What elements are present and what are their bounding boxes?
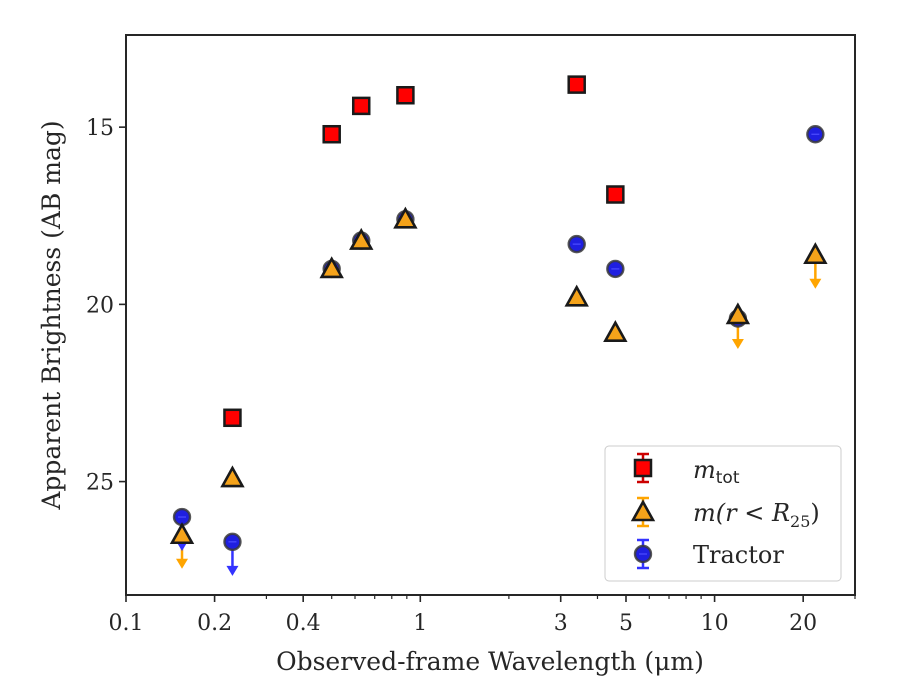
- y-axis-label: Apparent Brightness (AB mag): [37, 120, 66, 510]
- data-point-triangle: [220, 465, 245, 488]
- x-tick-label: 5: [619, 611, 633, 636]
- legend-label-tractor: Tractor: [693, 541, 784, 569]
- data-marks: [169, 75, 828, 576]
- plot-frame: [125, 34, 856, 596]
- data-point-circle: [567, 234, 586, 254]
- legend-marker-triangle: [630, 499, 656, 522]
- data-point-square: [351, 96, 371, 116]
- data-point-square: [567, 75, 586, 94]
- data-point-triangle: [349, 227, 374, 250]
- y-axis-ticks: 15 20 25: [86, 116, 126, 496]
- legend-symbol-triangle: [630, 496, 656, 528]
- legend-label-m-tot-sub: tot: [716, 468, 740, 488]
- data-point-triangle: [603, 320, 628, 343]
- data-point-circle: [806, 125, 825, 144]
- x-axis-ticks: 0.1 0.2 0.4 1 3 5 10 20: [109, 595, 856, 636]
- data-point-square: [396, 86, 415, 105]
- legend-label-m-r25-end: ): [810, 499, 819, 527]
- legend-label-m-r25-sub: 25: [790, 512, 810, 531]
- data-point-triangle: [803, 242, 828, 265]
- data-point-circle: [223, 532, 242, 552]
- y-tick-label: 20: [86, 293, 114, 318]
- x-tick-label: 0.2: [197, 611, 232, 636]
- x-tick-label: 10: [701, 611, 729, 636]
- legend-label-m-tot: mtot: [693, 456, 740, 488]
- legend-symbol-circle: [633, 538, 653, 570]
- y-tick-label: 15: [86, 116, 114, 141]
- legend-marker-square: [633, 458, 653, 478]
- data-point-triangle: [564, 284, 589, 307]
- x-axis-label: Observed-frame Wavelength (μm): [276, 647, 704, 676]
- x-tick-label: 1: [413, 611, 427, 636]
- legend-label-m-r25-main: m(r < R: [693, 499, 790, 527]
- legend-symbols: [630, 452, 656, 570]
- y-tick-label: 25: [86, 471, 114, 496]
- data-point-square: [322, 124, 341, 144]
- x-tick-label: 0.1: [109, 611, 144, 636]
- x-tick-label: 3: [554, 611, 568, 636]
- x-tick-label: 0.4: [286, 611, 321, 636]
- data-point-triangle: [393, 206, 418, 229]
- legend: mtot m(r < R25) Tractor: [604, 445, 842, 582]
- x-tick-label: 20: [789, 611, 817, 636]
- legend-label-m-tot-main: m: [693, 456, 716, 484]
- legend-label-m-r25: m(r < R25): [693, 499, 820, 531]
- data-point-square: [223, 408, 242, 428]
- data-point-square: [606, 185, 625, 204]
- data-point-triangle: [725, 302, 751, 325]
- data-point-triangle: [169, 522, 195, 545]
- legend-marker-circle: [633, 544, 653, 564]
- legend-symbol-square: [633, 452, 653, 484]
- data-point-triangle: [319, 256, 344, 279]
- data-point-circle: [606, 259, 625, 279]
- legend-frame: [604, 445, 842, 582]
